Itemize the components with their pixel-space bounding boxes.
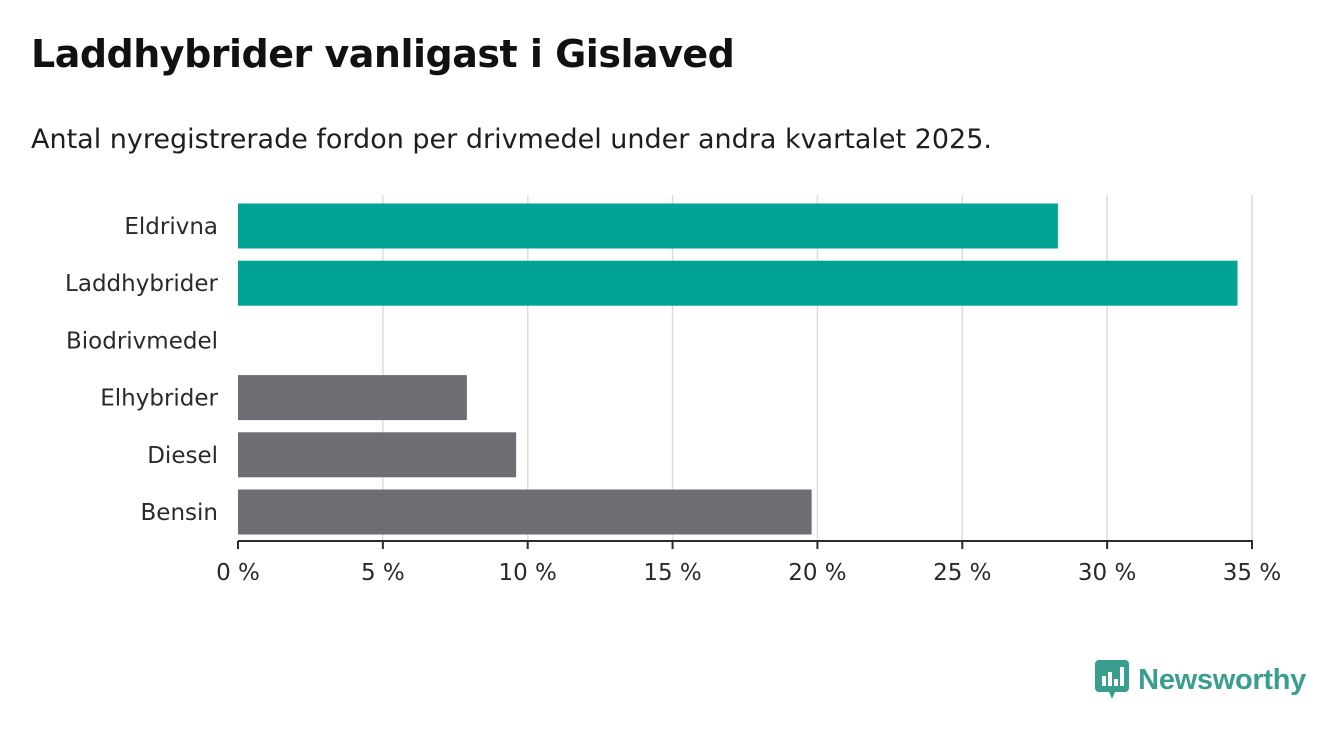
category-label-1: Laddhybrider (65, 271, 218, 297)
bar-4 (238, 432, 517, 478)
x-tick-label-7: 35 % (1223, 560, 1281, 586)
x-tick-label-0: 0 % (216, 560, 260, 586)
x-tick-label-4: 20 % (788, 560, 846, 586)
x-tick-label-3: 15 % (643, 560, 701, 586)
bar-5 (238, 489, 812, 535)
category-label-0: Eldrivna (124, 214, 218, 240)
bar-1 (238, 260, 1238, 306)
chart-title: Laddhybrider vanligast i Gislaved (31, 32, 735, 76)
brand-logo: Newsworthy (1095, 660, 1306, 700)
x-tick-label-2: 10 % (498, 560, 556, 586)
bar-3 (238, 375, 467, 421)
brand-name: Newsworthy (1138, 663, 1306, 696)
x-tick-label-5: 25 % (933, 560, 991, 586)
category-label-3: Elhybrider (100, 386, 218, 412)
x-tick-label-6: 30 % (1078, 560, 1136, 586)
x-tick-label-1: 5 % (361, 560, 405, 586)
newsworthy-chart-bubble-icon (1095, 660, 1130, 699)
chart-subtitle: Antal nyregistrerade fordon per drivmede… (31, 124, 992, 155)
bar-0 (238, 203, 1058, 249)
category-label-2: Biodrivmedel (66, 328, 218, 354)
category-label-5: Bensin (141, 500, 218, 526)
category-label-4: Diesel (147, 443, 218, 469)
